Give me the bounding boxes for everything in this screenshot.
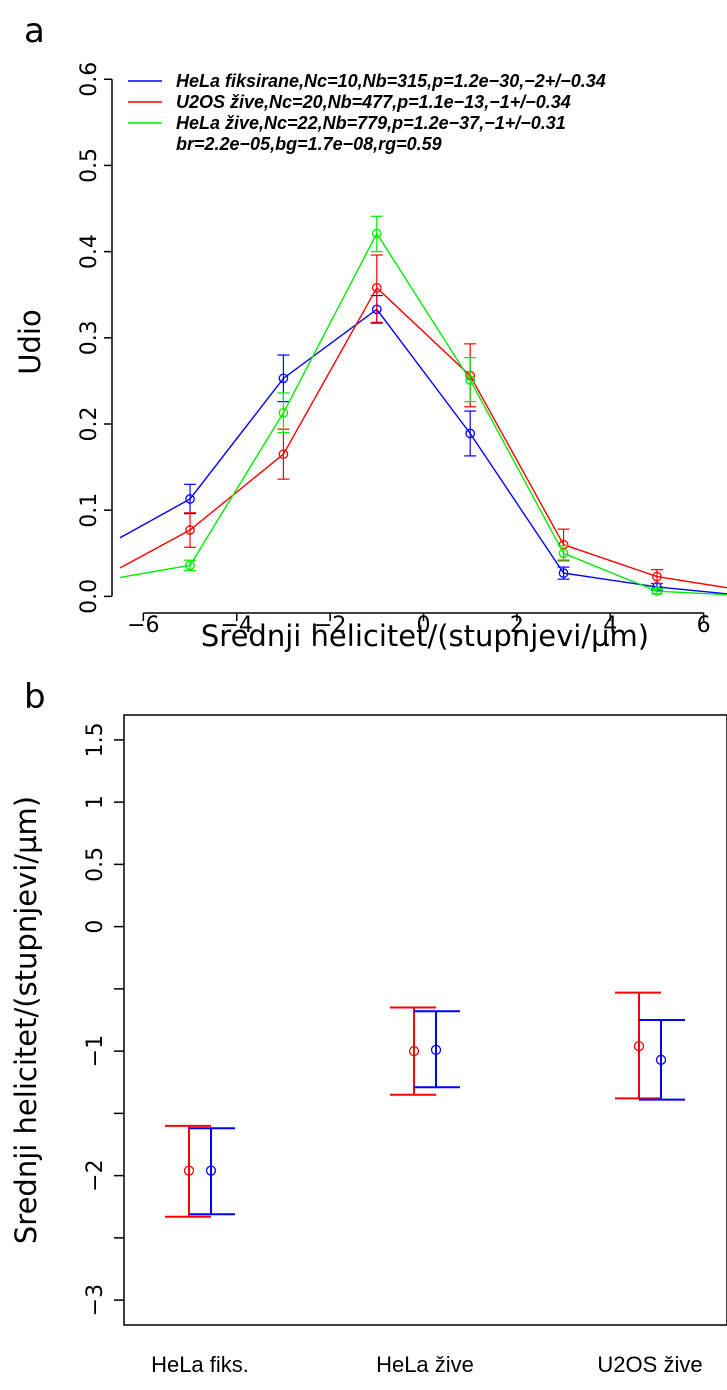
series-1-point-5 xyxy=(652,571,662,582)
panel-a-y-tick-label-0: 0.0 xyxy=(77,579,102,614)
series-0-point-3 xyxy=(465,428,476,439)
panel-a-y-tick-label-1: 0.1 xyxy=(77,493,102,528)
panel-a-x-axis-title: Srednji helicitet/(stupnjevi/µm) xyxy=(201,619,649,653)
panel-a-y-tick-label-4: 0.4 xyxy=(77,234,102,269)
panel-b-series-1 xyxy=(189,1010,685,1216)
legend-label-1: U2OS žive,Nc=20,Nb=477,p=1.1e−13,−1+/−0.… xyxy=(176,92,571,112)
series-2-point-5 xyxy=(652,586,662,597)
panel-a-y-tick-label-5: 0.5 xyxy=(77,148,102,183)
panel-b-plot-box xyxy=(123,714,727,1326)
panel-b-series-0-point-1 xyxy=(408,1045,420,1057)
legend-label-2: HeLa žive,Nc=22,Nb=779,p=1.2e−37,−1+/−0.… xyxy=(176,113,566,133)
panel-b-y-tick-label-6: −3 xyxy=(83,1284,108,1316)
panel-b-series-0-point-0 xyxy=(183,1165,195,1176)
series-2-point-1 xyxy=(278,407,289,418)
panel-b-series xyxy=(165,991,685,1218)
panel-b-label: b xyxy=(24,677,46,717)
series-2-point-4 xyxy=(558,548,569,559)
panel-a-line-chart: −6 −4 −2 0 2 4 6 0.0 0.1 0.2 0.3 0.4 0.5 0.6 HeLa fik… xyxy=(13,62,727,653)
panel-b-interval-chart: 1.5 1 0.5 0 −1 −2 −3 HeLa fiks. HeLa žive U2OS ži… xyxy=(9,714,727,1377)
series-0-line xyxy=(119,308,727,595)
series-2 xyxy=(119,215,727,597)
series-1-point-1 xyxy=(278,449,289,460)
panel-a-y-tick-label-6: 0.6 xyxy=(77,62,102,97)
panel-a-x-tick-label-1: −4 xyxy=(221,613,253,638)
panel-b-series-1-point-0 xyxy=(205,1165,217,1176)
panel-a-y-axis-title: Udio xyxy=(13,309,47,374)
legend-label-0: HeLa fiksirane,Nc=10,Nb=315,p=1.2e−30,−2… xyxy=(176,71,606,91)
series-1-line xyxy=(119,286,727,589)
panel-a-x-tick-label-0: −6 xyxy=(127,613,159,638)
panel-a-label: a xyxy=(24,11,45,51)
panel-b-series-0-point-2 xyxy=(633,1040,645,1052)
legend-extra-label: br=2.2e−05,bg=1.7e−08,rg=0.59 xyxy=(176,134,442,154)
panel-b-series-1-point-1 xyxy=(430,1044,442,1056)
panel-a-x-tick-label-2: −2 xyxy=(314,613,346,638)
series-1-point-0 xyxy=(185,525,195,535)
panel-b-series-0 xyxy=(165,991,661,1218)
panel-a-x-tick-label-6: 6 xyxy=(697,613,711,638)
panel-b-y-axis-title: Srednji helicitet/(stupnjevi/µm) xyxy=(9,796,43,1244)
panel-b-y-tick-label-1: 1 xyxy=(83,795,108,809)
panel-a-y-tick-label-2: 0.2 xyxy=(77,407,102,442)
series-0-point-0 xyxy=(185,494,195,504)
panel-a-x-tick-label-3: 0 xyxy=(417,613,431,638)
series-2-point-3 xyxy=(465,375,476,385)
panel-a-x-tick-label-4: 2 xyxy=(510,613,524,638)
series-1 xyxy=(119,254,727,589)
panel-b-axes: 1.5 1 0.5 0 −1 −2 −3 HeLa fiks. HeLa žive U2OS ži… xyxy=(83,722,703,1377)
panel-a-y-tick-label-3: 0.3 xyxy=(77,320,102,355)
series-0-point-4 xyxy=(558,568,569,578)
series-2-line xyxy=(119,232,727,596)
series-1-point-2 xyxy=(371,282,382,293)
panel-b-y-tick-label-0: 1.5 xyxy=(83,722,108,757)
panel-b-series-1-point-2 xyxy=(655,1054,667,1065)
series-0 xyxy=(119,294,727,595)
panel-b-y-tick-label-4: −1 xyxy=(83,1035,108,1067)
panel-b-category-label-0: HeLa fiks. xyxy=(151,1352,249,1377)
panel-b-category-label-2: U2OS žive xyxy=(597,1352,702,1377)
panel-a-series xyxy=(119,215,727,597)
panel-a-legend: HeLa fiksirane,Nc=10,Nb=315,p=1.2e−30,−2… xyxy=(128,71,606,154)
series-2-point-0 xyxy=(185,560,195,571)
panel-b-category-label-1: HeLa žive xyxy=(376,1352,474,1377)
series-2-point-2 xyxy=(371,228,382,239)
panel-a-x-tick-label-5: 4 xyxy=(603,613,617,638)
panel-b-y-tick-label-5: −2 xyxy=(83,1159,108,1191)
panel-b-y-tick-label-2: 0.5 xyxy=(83,847,108,882)
series-0-point-1 xyxy=(278,373,289,384)
panel-b-y-tick-label-3: 0 xyxy=(83,920,108,934)
panel-a-axes: −6 −4 −2 0 2 4 6 0.0 0.1 0.2 0.3 0.4 0.5 0.6 xyxy=(77,62,711,638)
